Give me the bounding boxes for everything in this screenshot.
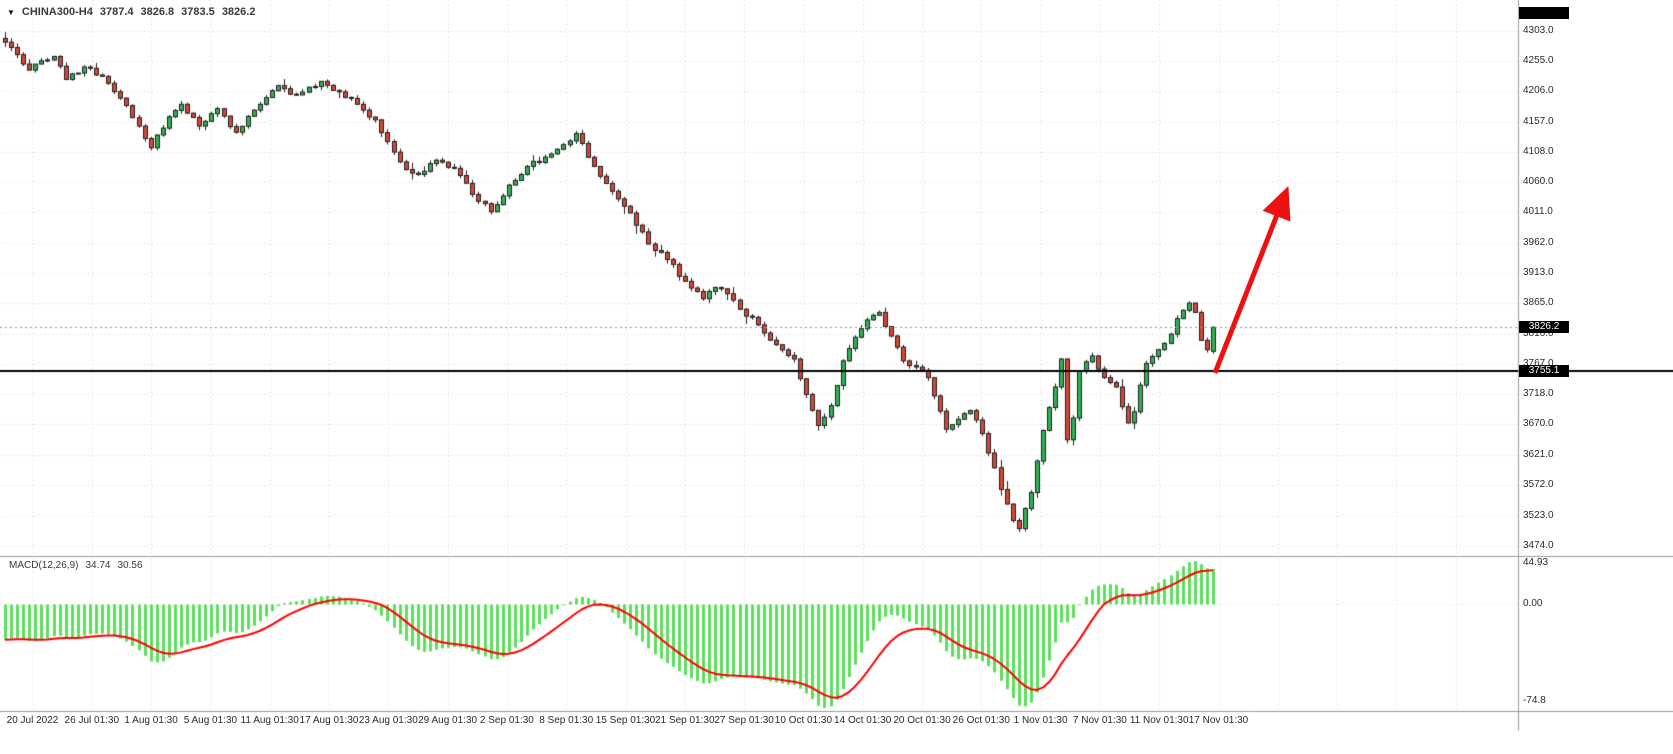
time-tick-label: 20 Jul 2022 [6,715,59,726]
symbol-header: ▼ CHINA300-H4 3787.4 3826.8 3783.5 3826.… [7,6,255,18]
price-tick-label: 3474.0 [1523,540,1554,551]
macd-signal-value: 30.56 [117,560,143,571]
time-tick-label: 14 Oct 01:30 [834,715,892,726]
price-tick-label: 4011.0 [1523,206,1553,218]
price-tick-label: 3718.0 [1523,388,1554,400]
time-tick-label: 26 Oct 01:30 [952,715,1010,726]
ohlc-high: 3826.8 [140,6,175,18]
time-tick-label: 23 Aug 01:30 [358,715,418,726]
time-tick-label: 17 Nov 01:30 [1188,715,1249,726]
price-tick-label: 3913.0 [1523,267,1554,279]
price-tick-label: 3865.0 [1523,297,1554,309]
price-tick-label: 3962.0 [1523,236,1554,248]
ohlc-close: 3826.2 [221,6,256,18]
macd-scale-label: 0.00 [1523,598,1543,609]
time-tick-label: 11 Aug 01:30 [240,715,299,726]
last-price-badge: 3826.2 [1519,321,1569,334]
macd-scale-label: 44.93 [1523,557,1549,568]
time-tick-label: 5 Aug 01:30 [183,715,238,726]
price-tick-label: 4303.0 [1523,25,1554,36]
price-tick-label: 3572.0 [1523,479,1554,491]
ohlc-low: 3783.5 [181,6,215,18]
ohlc-open: 3787.4 [99,6,134,18]
time-tick-label: 7 Nov 01:30 [1072,715,1127,726]
arrow-shaft[interactable] [1212,185,1291,374]
trend-arrow-annotation[interactable] [1195,170,1325,400]
time-tick-label: 1 Nov 01:30 [1013,715,1068,726]
time-tick-label: 8 Sep 01:30 [539,715,594,726]
time-tick-label: 11 Nov 01:30 [1129,715,1189,726]
time-tick-label: 2 Sep 01:30 [479,715,534,726]
price-tick-label: 3670.0 [1523,418,1554,430]
symbol-dropdown-icon[interactable]: ▼ [7,7,15,17]
time-tick-label: 15 Sep 01:30 [595,715,656,726]
time-tick-label: 20 Oct 01:30 [893,715,951,726]
price-tick-label: 4206.0 [1523,85,1554,97]
price-tick-label: 4108.0 [1523,146,1554,158]
symbol-label: CHINA300-H4 [21,6,93,18]
time-tick-label: 26 Jul 01:30 [64,715,120,726]
time-tick-label: 17 Aug 01:30 [299,715,359,726]
macd-name: MACD(12,26,9) [9,560,79,571]
time-tick-label: 1 Aug 01:30 [124,715,178,726]
hline-price-badge: 3755.1 [1519,365,1569,378]
time-tick-label: 10 Oct 01:30 [774,715,833,726]
macd-scale-label: -74.8 [1523,695,1546,706]
price-tick-label: 4255.0 [1523,54,1554,66]
macd-value: 34.74 [85,560,111,571]
price-tick-label: 3621.0 [1523,448,1554,460]
price-tick-label: 3767.0 [1523,357,1554,369]
price-tick-label: 3523.0 [1523,509,1554,521]
time-tick-label: 21 Sep 01:30 [655,715,715,726]
time-tick-label: 27 Sep 01:30 [714,715,774,726]
price-tick-label: 4060.0 [1523,175,1554,187]
price-tick-label: 4157.0 [1523,115,1554,127]
macd-indicator-label: MACD(12,26,9) 34.74 30.56 [9,560,143,571]
time-tick-label: 29 Aug 01:30 [418,715,478,726]
top-axis-marker-badge [1519,7,1569,19]
